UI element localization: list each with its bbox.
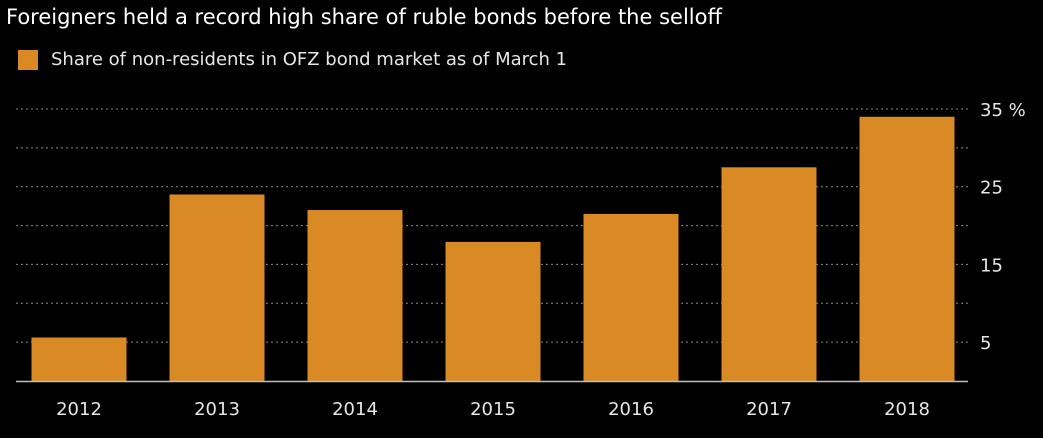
bar-2015: [445, 241, 541, 381]
x-tick-label: 2017: [746, 399, 792, 420]
bar-2014: [307, 210, 403, 381]
x-tick-labels: 2012 2013 2014 2015 2016 2017 2018: [56, 399, 930, 420]
legend: Share of non-residents in OFZ bond marke…: [18, 49, 567, 70]
bars: [31, 116, 955, 382]
bar-2016: [583, 213, 679, 381]
x-tick-label: 2016: [608, 399, 654, 420]
x-tick-label: 2018: [884, 399, 930, 420]
bar-2013: [169, 194, 265, 381]
x-tick-label: 2012: [56, 399, 102, 420]
x-tick-label: 2014: [332, 399, 378, 420]
y-tick-label: 35 %: [980, 100, 1026, 121]
bar-2018: [859, 116, 955, 382]
x-tick-label: 2015: [470, 399, 516, 420]
legend-label: Share of non-residents in OFZ bond marke…: [51, 49, 568, 70]
y-tick-labels: 5 15 25 35 %: [980, 100, 1026, 354]
legend-swatch: [18, 49, 38, 70]
y-tick-label: 15: [980, 255, 1003, 276]
x-tick-label: 2013: [194, 399, 240, 420]
y-tick-label: 5: [980, 333, 991, 354]
bar-2017: [721, 167, 817, 381]
y-tick-label: 25: [980, 178, 1003, 199]
chart-title: Foreigners held a record high share of r…: [6, 5, 722, 29]
bar-2012: [31, 337, 127, 381]
